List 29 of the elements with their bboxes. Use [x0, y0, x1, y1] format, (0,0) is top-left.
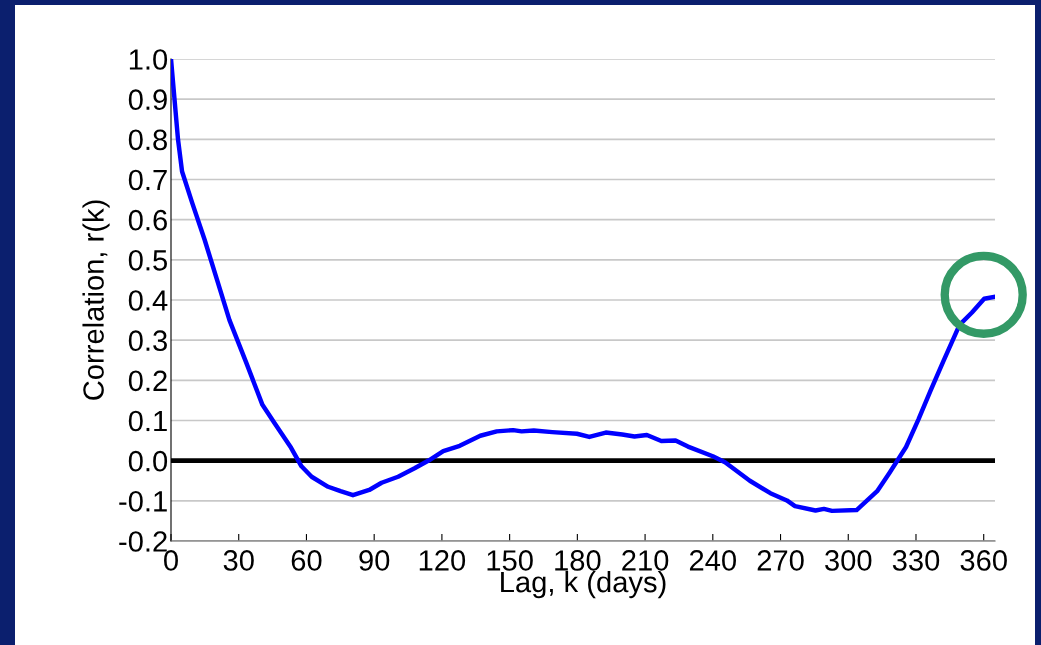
x-tick-label: 120	[419, 550, 466, 571]
y-tick-label: 0.8	[128, 129, 167, 151]
line-series	[171, 59, 995, 514]
y-tick-label: -0.2	[119, 531, 167, 552]
x-axis-title: Lag, k (days)	[501, 570, 666, 599]
y-tick-label: 0.1	[128, 410, 167, 432]
y-tick-label: -0.1	[119, 491, 167, 512]
x-tick-label: 30	[223, 550, 254, 571]
y-tick-label: 0.3	[128, 330, 167, 352]
y-tick-label: 1.0	[129, 49, 168, 70]
y-axis-title: Correlation, r(k)	[82, 200, 110, 400]
x-tick-label: 300	[825, 550, 872, 571]
y-tick-label: 0.5	[128, 250, 167, 271]
x-tick-label: 210	[622, 550, 669, 571]
x-tick-label: 60	[291, 550, 322, 571]
x-tick-label: 150	[487, 550, 533, 571]
y-tick-label: 0.0	[128, 450, 168, 472]
x-tick-label: 240	[689, 550, 736, 571]
x-tick-label: 180	[555, 550, 601, 571]
y-tick-label: 0.4	[128, 290, 168, 311]
y-tick-label: 0.2	[128, 370, 167, 392]
x-tick-label: 0	[164, 550, 178, 571]
x-tick-label: 270	[757, 550, 804, 571]
x-tick-label: 360	[960, 550, 1007, 571]
y-tick-label: 0.6	[128, 209, 167, 231]
y-tick-label: 0.7	[128, 169, 167, 191]
x-tick-label: 90	[359, 550, 390, 571]
y-tick-label: 0.9	[128, 89, 167, 111]
x-tick-label: 330	[892, 550, 940, 571]
